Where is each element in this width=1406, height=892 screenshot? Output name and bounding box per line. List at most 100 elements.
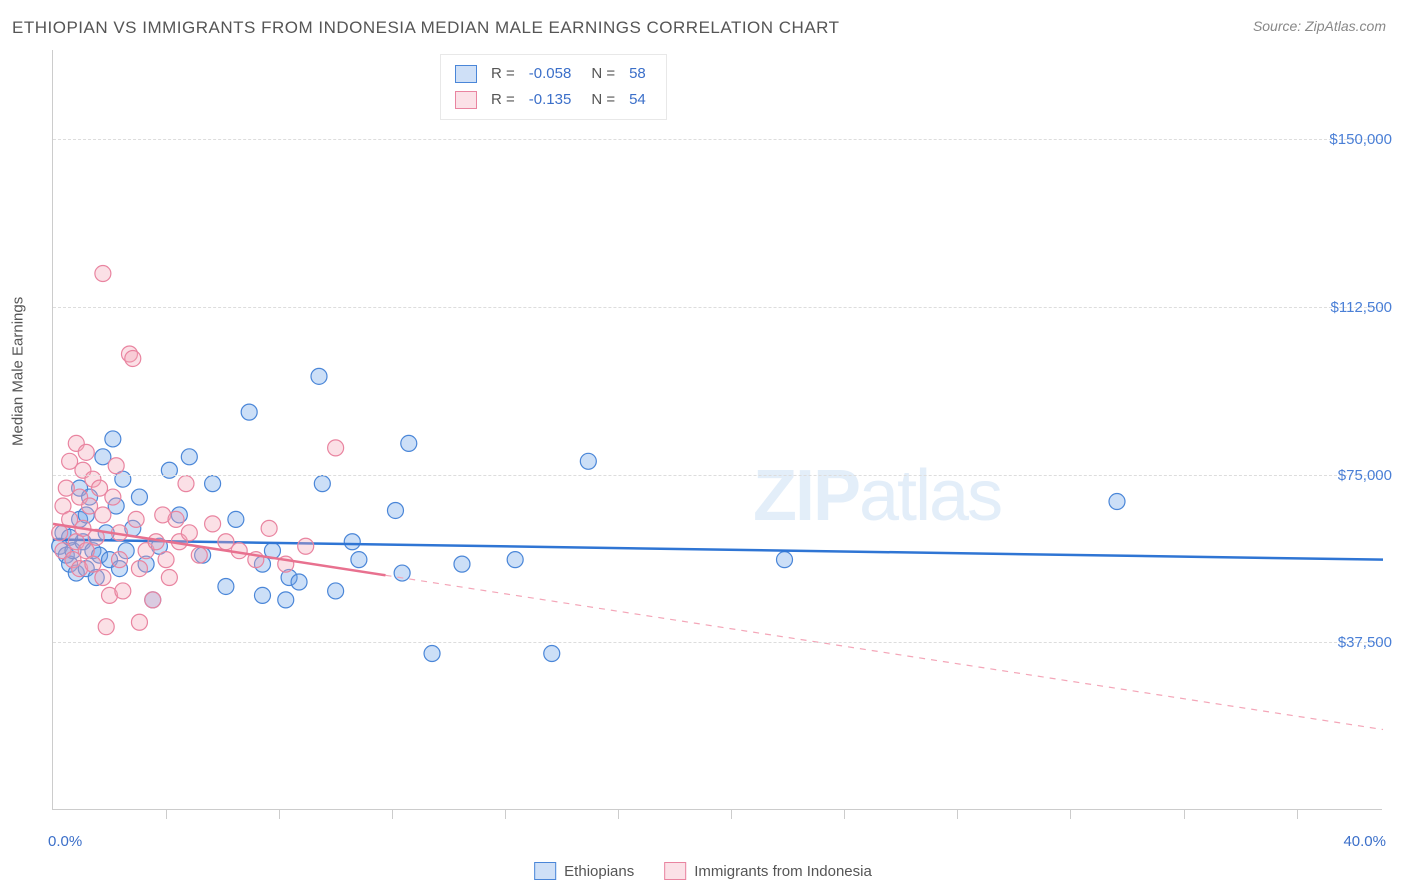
data-point — [311, 368, 327, 384]
grid-line — [53, 139, 1382, 140]
data-point — [328, 583, 344, 599]
data-point — [145, 592, 161, 608]
data-point — [95, 266, 111, 282]
data-point — [351, 552, 367, 568]
y-tick-label: $112,500 — [1331, 299, 1392, 316]
x-tick — [844, 809, 845, 819]
data-point — [401, 435, 417, 451]
data-point — [454, 556, 470, 572]
data-point — [191, 547, 207, 563]
data-point — [52, 525, 68, 541]
data-point — [131, 489, 147, 505]
x-tick — [279, 809, 280, 819]
data-point — [95, 507, 111, 523]
legend-r-value: -0.135 — [529, 87, 572, 113]
data-point — [314, 476, 330, 492]
series-legend-item: Ethiopians — [534, 862, 634, 880]
data-point — [218, 578, 234, 594]
source-attribution: Source: ZipAtlas.com — [1253, 18, 1386, 34]
x-axis-min-label: 0.0% — [48, 833, 82, 850]
data-point — [394, 565, 410, 581]
data-point — [105, 431, 121, 447]
y-axis-title: Median Male Earnings — [10, 297, 27, 446]
data-point — [205, 476, 221, 492]
series-legend-item: Immigrants from Indonesia — [664, 862, 872, 880]
legend-swatch — [455, 65, 477, 83]
x-tick — [957, 809, 958, 819]
data-point — [178, 476, 194, 492]
legend-swatch — [455, 91, 477, 109]
data-point — [131, 561, 147, 577]
data-point — [85, 556, 101, 572]
correlation-legend-row: R = -0.135 N = 54 — [455, 87, 652, 113]
data-point — [328, 440, 344, 456]
chart-title: ETHIOPIAN VS IMMIGRANTS FROM INDONESIA M… — [12, 18, 840, 38]
data-point — [261, 520, 277, 536]
data-point — [777, 552, 793, 568]
data-point — [424, 646, 440, 662]
x-axis-max-label: 40.0% — [1343, 833, 1386, 850]
x-tick — [618, 809, 619, 819]
legend-swatch — [534, 862, 556, 880]
data-point — [161, 462, 177, 478]
plot-area: ZIPatlas — [52, 50, 1382, 810]
legend-swatch — [664, 862, 686, 880]
data-point — [158, 552, 174, 568]
data-point — [161, 570, 177, 586]
legend-r-label: R = — [491, 87, 515, 113]
scatter-svg — [53, 50, 1382, 809]
correlation-legend-row: R = -0.058 N = 58 — [455, 61, 652, 87]
data-point — [131, 614, 147, 630]
data-point — [1109, 494, 1125, 510]
data-point — [181, 449, 197, 465]
y-tick-label: $150,000 — [1329, 131, 1392, 148]
legend-r-label: R = — [491, 61, 515, 87]
data-point — [298, 538, 314, 554]
data-point — [205, 516, 221, 532]
x-tick — [731, 809, 732, 819]
data-point — [278, 592, 294, 608]
data-point — [241, 404, 257, 420]
grid-line — [53, 307, 1382, 308]
legend-n-value: 58 — [629, 61, 646, 87]
series-name: Immigrants from Indonesia — [694, 863, 872, 880]
legend-n-label: N = — [591, 61, 615, 87]
data-point — [228, 511, 244, 527]
chart-container: ETHIOPIAN VS IMMIGRANTS FROM INDONESIA M… — [0, 0, 1406, 892]
data-point — [115, 583, 131, 599]
series-legend: Ethiopians Immigrants from Indonesia — [534, 862, 872, 880]
data-point — [580, 453, 596, 469]
legend-r-value: -0.058 — [529, 61, 572, 87]
data-point — [108, 458, 124, 474]
data-point — [181, 525, 197, 541]
data-point — [78, 444, 94, 460]
data-point — [291, 574, 307, 590]
data-point — [344, 534, 360, 550]
y-tick-label: $37,500 — [1338, 634, 1392, 651]
x-tick — [392, 809, 393, 819]
data-point — [544, 646, 560, 662]
x-tick — [505, 809, 506, 819]
grid-line — [53, 642, 1382, 643]
legend-n-label: N = — [591, 87, 615, 113]
legend-n-value: 54 — [629, 87, 646, 113]
y-tick-label: $75,000 — [1338, 467, 1392, 484]
data-point — [507, 552, 523, 568]
grid-line — [53, 475, 1382, 476]
x-tick — [166, 809, 167, 819]
data-point — [98, 619, 114, 635]
x-tick — [1070, 809, 1071, 819]
x-tick — [1184, 809, 1185, 819]
data-point — [112, 552, 128, 568]
regression-line-dashed — [386, 575, 1384, 729]
x-tick — [1297, 809, 1298, 819]
series-name: Ethiopians — [564, 863, 634, 880]
data-point — [105, 489, 121, 505]
data-point — [125, 350, 141, 366]
data-point — [387, 502, 403, 518]
data-point — [95, 570, 111, 586]
data-point — [254, 587, 270, 603]
correlation-legend: R = -0.058 N = 58 R = -0.135 N = 54 — [440, 54, 667, 120]
data-point — [128, 511, 144, 527]
data-point — [168, 511, 184, 527]
